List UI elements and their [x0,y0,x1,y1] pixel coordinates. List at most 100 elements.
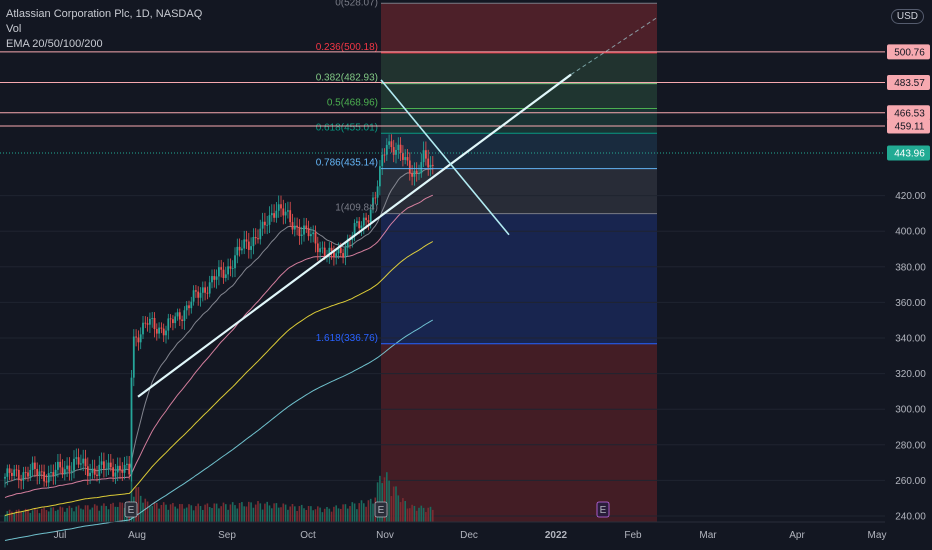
volume-bar [294,506,296,522]
volume-bar [340,508,342,522]
volume-indicator-label[interactable]: Vol [6,23,22,35]
volume-bar [300,504,303,522]
volume-bar [310,506,312,522]
volume-bar [363,503,365,522]
candle-body [29,469,32,477]
price-tick-label: 300.00 [895,405,926,416]
candle-body [234,255,236,269]
fib-zone [381,52,657,84]
candle-body [362,217,365,226]
candle-body [247,241,250,250]
candle-body [116,465,119,473]
candle-body [365,217,367,221]
candle-body [34,462,36,469]
candle-body [254,236,257,239]
volume-bar [404,500,406,522]
candle-body [321,247,324,249]
volume-bar [36,509,38,522]
currency-badge[interactable]: USD [890,9,924,24]
candle-body [395,149,397,155]
volume-bar [432,509,434,522]
candle-body [4,476,6,479]
candle-body [356,221,358,223]
volume-bar [261,509,264,522]
candle-body [383,154,386,156]
volume-bar [402,498,404,522]
level-price-label: 483.57 [894,78,925,89]
candle-body [293,225,296,230]
volume-bar [185,507,188,522]
candle-body [305,225,308,229]
ascending-trendline [137,73,572,398]
volume-bar [144,498,147,522]
candle-body [98,464,101,476]
time-axis[interactable]: Jul Aug Sep Oct Nov Dec 2022 Feb Mar Apr May [0,521,886,541]
candle-body [337,247,340,254]
candle-body [316,243,319,253]
candle-body [264,221,266,226]
volume-bar [149,506,151,522]
candle-body [24,472,27,473]
volume-bar [47,511,50,522]
volume-bar [291,504,294,522]
candle-body [68,465,71,472]
volume-bar [275,503,278,522]
price-axis[interactable]: 240.00 260.00 280.00 300.00 320.00 340.00 360.… [885,0,932,550]
volume-bar [413,505,416,522]
volume-bar [77,505,80,522]
volume-bar [82,509,84,522]
volume-bar [169,504,172,522]
volume-bar [43,507,45,522]
candle-body [176,312,179,317]
candle-body [135,336,137,338]
volume-bar [6,511,9,522]
candle-body [169,318,172,320]
volume-bar [160,504,163,522]
volume-bar [349,506,351,522]
volume-bar [406,508,409,522]
volume-bar [250,502,252,522]
candle-body [220,267,223,270]
volume-bar [66,508,68,522]
volume-bar [236,508,239,522]
time-tick-label: Nov [376,530,394,541]
volume-bar [379,475,381,522]
candle-body [422,150,425,163]
fib-label: 0.786(435.14) [316,158,378,169]
fib-zone [381,83,657,109]
candle-body [185,305,188,311]
volume-bar [52,507,55,522]
volume-bar [114,506,117,522]
ema-indicator-label[interactable]: EMA 20/50/100/200 [6,38,103,50]
trend-lines[interactable] [137,17,658,398]
candle-body [190,301,193,309]
earnings-marker [124,501,138,518]
volume-bar [420,505,423,522]
candle-body [31,462,34,470]
symbol-title[interactable]: Atlassian Corporation Plc, 1D, NASDAQ [6,8,203,20]
fib-zone [381,343,657,522]
fib-label: 0.5(468.96) [327,97,378,108]
candle-body [27,472,29,477]
candle-body [100,461,103,465]
descending-trendline [380,79,510,236]
volume-bar [317,506,319,522]
fib-label-top: 0(528.07) [335,0,378,8]
candle-body [155,329,158,334]
candle-body [22,472,25,481]
candle-body [66,465,68,470]
candle-body [132,336,135,378]
time-tick-label: Jul [54,530,67,541]
volume-bar [103,503,105,522]
volume-bar [93,504,96,522]
volume-bar [245,506,248,522]
candle-body [284,211,287,216]
candle-body [11,472,13,476]
ema-100-line [4,241,434,516]
volume-bar [174,506,176,522]
volume-bar [89,509,91,522]
fib-label: 1.618(336.76) [316,333,378,344]
volume-bar [238,502,241,522]
